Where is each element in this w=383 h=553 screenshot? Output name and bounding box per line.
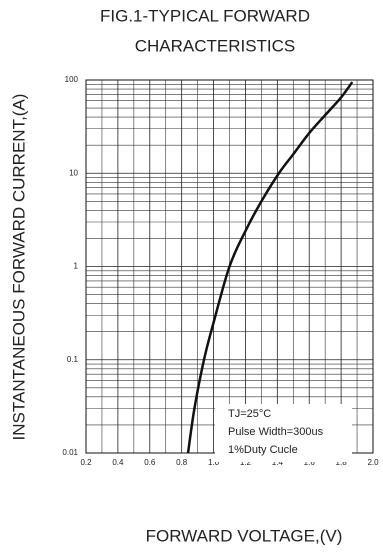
- y-tick-label: 1: [74, 262, 79, 271]
- x-tick-label: 1.8: [336, 458, 348, 467]
- x-tick-label: 1.0: [208, 458, 220, 467]
- y-axis-label: INSTANTANEOUS FORWARD CURRENT,(A): [9, 94, 28, 441]
- x-tick-label: 1.6: [304, 458, 316, 467]
- data-line: [186, 81, 354, 454]
- y-tick-label: 10: [69, 168, 78, 177]
- x-tick-label: 0.2: [80, 458, 92, 467]
- y-tick-label: 0.01: [62, 448, 78, 457]
- x-tick-label: 2.0: [367, 458, 379, 467]
- annotation: Pulse Width=300us: [228, 426, 324, 438]
- x-tick-label: 0.6: [144, 458, 156, 467]
- x-axis-label: FORWARD VOLTAGE,(V): [146, 526, 343, 545]
- annotation: 1%Duty Cucle: [228, 444, 298, 456]
- annotation: TJ=25°C: [228, 408, 271, 420]
- annotation-box: [215, 404, 352, 462]
- x-tick-label: 1.4: [272, 458, 284, 467]
- x-tick-label: 0.8: [176, 458, 188, 467]
- chart-title: FIG.1-TYPICAL FORWARD: [100, 6, 310, 25]
- y-tick-label: 100: [65, 75, 79, 84]
- chart-title: CHARACTERISTICS: [135, 36, 296, 55]
- y-tick-label: 0.1: [67, 355, 79, 364]
- x-tick-label: 0.4: [112, 458, 124, 467]
- x-tick-label: 1.2: [240, 458, 252, 467]
